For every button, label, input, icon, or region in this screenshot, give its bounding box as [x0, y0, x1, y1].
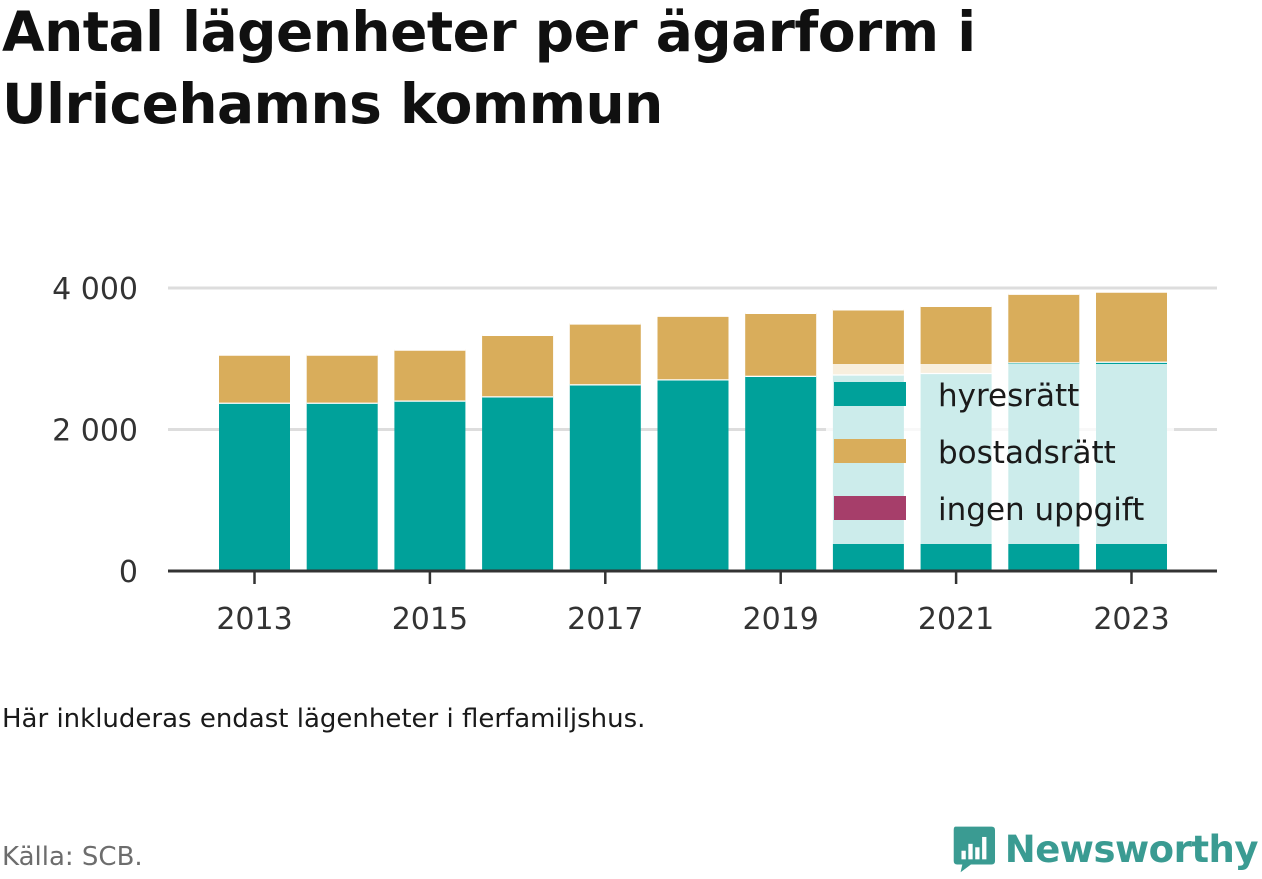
bar-segment: [219, 402, 290, 571]
x-tick-label: 2015: [392, 602, 468, 637]
source-text: Källa: SCB.: [2, 842, 143, 872]
legend-swatch: [834, 439, 906, 463]
bar-segment: [745, 375, 817, 571]
y-tick-label: 2 000: [52, 414, 138, 449]
x-tick-label: 2023: [1093, 602, 1169, 637]
legend-label: bostadsrätt: [938, 435, 1116, 471]
bar-segment: [745, 312, 817, 376]
newsworthy-logo: Newsworthy: [952, 820, 1259, 878]
bar-segment: [569, 323, 641, 385]
bar-segment: [657, 379, 729, 571]
legend-label: hyresrätt: [938, 378, 1079, 414]
bar-segment: [920, 305, 992, 373]
stacked-bar-chart: 0 2 000 4 000 2013 2015 2017 2019 2021 2023 hyre…: [52, 272, 1217, 637]
bar-segment: [394, 349, 466, 401]
logo-text: Newsworthy: [1004, 827, 1259, 871]
chart-note: Här inkluderas endast lägenheter i flerf…: [2, 704, 646, 734]
legend-label: ingen uppgift: [938, 492, 1144, 528]
legend-swatch: [834, 496, 906, 520]
x-tick-label: 2013: [216, 602, 292, 637]
x-tick-label: 2021: [918, 602, 994, 637]
bar-segment: [569, 384, 641, 571]
bar-segment: [832, 309, 904, 375]
bar-segment: [306, 354, 378, 403]
bar-segment: [1096, 291, 1167, 362]
x-tick-label: 2017: [567, 602, 643, 637]
x-tick-label: 2019: [743, 602, 819, 637]
bar-segment: [394, 400, 466, 571]
bar-segment: [1008, 293, 1080, 363]
bar-segment: [219, 354, 290, 403]
y-tick-label: 0: [119, 555, 138, 590]
bar-segment: [482, 396, 554, 571]
bar-segment: [657, 315, 729, 380]
bar-segment: [482, 334, 554, 397]
bar-chart-icon: [953, 826, 996, 873]
bar-segment: [306, 402, 378, 571]
y-tick-label: 4 000: [52, 272, 138, 307]
legend-swatch: [834, 382, 906, 406]
chart-title: Antal lägenheter per ägarform i Ulriceha…: [2, 0, 976, 136]
